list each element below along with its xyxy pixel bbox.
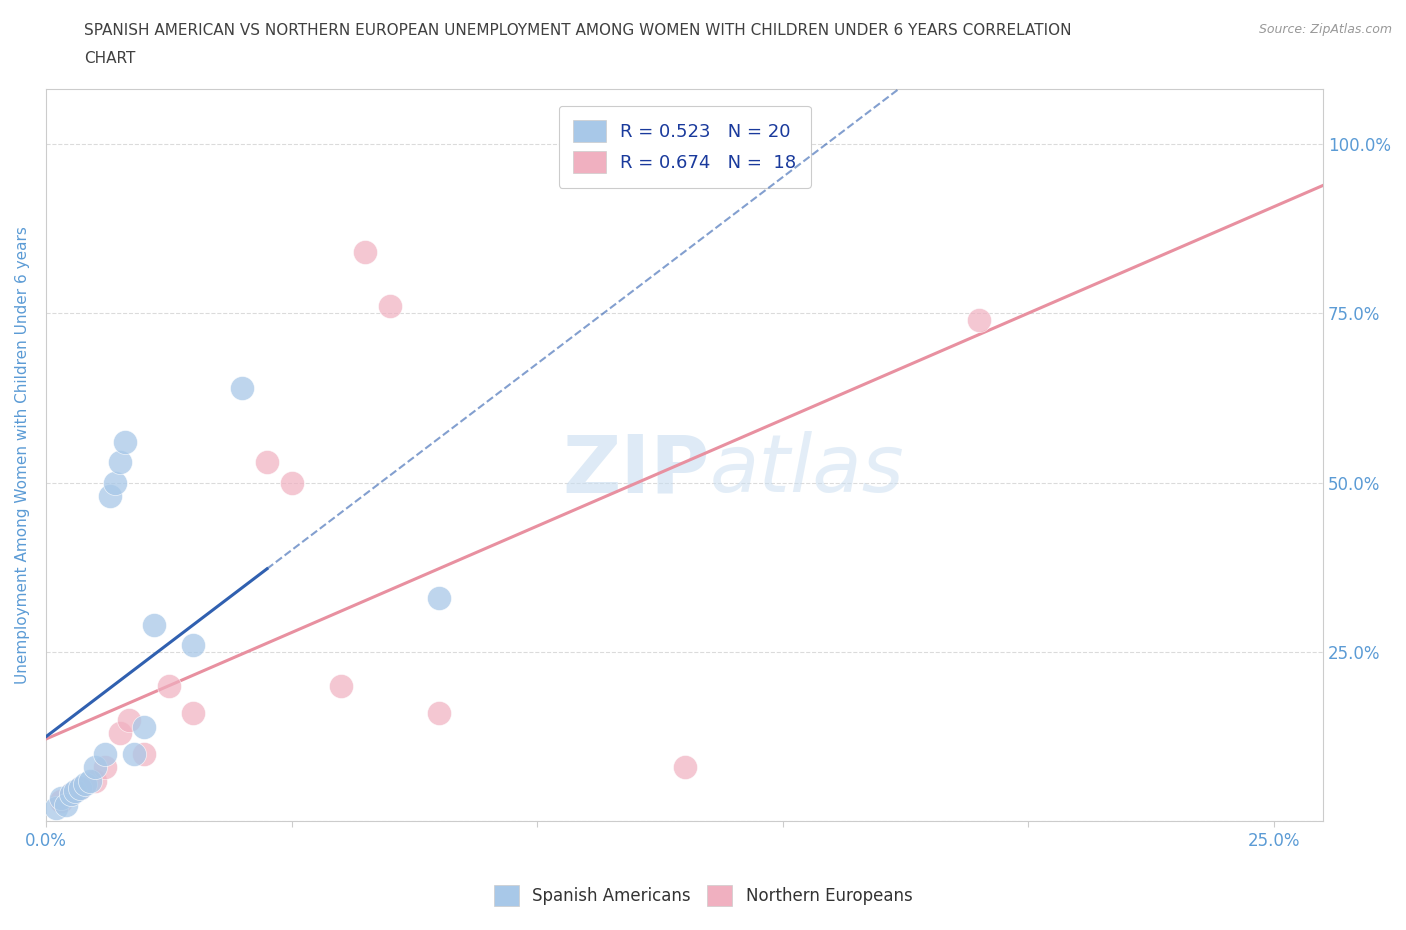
Point bbox=[84, 760, 107, 775]
Text: atlas: atlas bbox=[710, 432, 905, 509]
Point bbox=[55, 797, 77, 812]
Point bbox=[49, 793, 72, 808]
Point bbox=[134, 719, 156, 734]
Text: ZIP: ZIP bbox=[562, 432, 710, 509]
Point bbox=[108, 726, 131, 741]
Point bbox=[231, 380, 253, 395]
Point bbox=[79, 774, 101, 789]
Point bbox=[59, 787, 82, 802]
Point bbox=[134, 746, 156, 761]
Point bbox=[329, 679, 352, 694]
Point bbox=[94, 746, 117, 761]
Y-axis label: Unemployment Among Women with Children Under 6 years: Unemployment Among Women with Children U… bbox=[15, 227, 30, 684]
Point bbox=[118, 712, 141, 727]
Point bbox=[45, 801, 67, 816]
Point bbox=[280, 475, 302, 490]
Text: CHART: CHART bbox=[84, 51, 136, 66]
Point bbox=[94, 760, 117, 775]
Point bbox=[354, 245, 377, 259]
Point bbox=[75, 777, 97, 791]
Point bbox=[69, 780, 91, 795]
Point bbox=[673, 760, 696, 775]
Point bbox=[143, 618, 166, 632]
Point bbox=[98, 488, 121, 503]
Point bbox=[84, 774, 107, 789]
Point bbox=[183, 638, 205, 653]
Point bbox=[108, 455, 131, 470]
Point bbox=[183, 706, 205, 721]
Point bbox=[427, 706, 450, 721]
Point bbox=[65, 784, 87, 799]
Text: SPANISH AMERICAN VS NORTHERN EUROPEAN UNEMPLOYMENT AMONG WOMEN WITH CHILDREN UND: SPANISH AMERICAN VS NORTHERN EUROPEAN UN… bbox=[84, 23, 1071, 38]
Point bbox=[59, 787, 82, 802]
Point bbox=[256, 455, 278, 470]
Legend: R = 0.523   N = 20, R = 0.674   N =  18: R = 0.523 N = 20, R = 0.674 N = 18 bbox=[558, 106, 810, 188]
Text: Source: ZipAtlas.com: Source: ZipAtlas.com bbox=[1258, 23, 1392, 36]
Point bbox=[104, 475, 127, 490]
Legend: Spanish Americans, Northern Europeans: Spanish Americans, Northern Europeans bbox=[486, 879, 920, 912]
Point bbox=[49, 790, 72, 805]
Point bbox=[124, 746, 146, 761]
Point bbox=[114, 434, 136, 449]
Point bbox=[969, 312, 991, 327]
Point bbox=[427, 591, 450, 605]
Point bbox=[157, 679, 180, 694]
Point bbox=[69, 780, 91, 795]
Point bbox=[378, 299, 401, 313]
